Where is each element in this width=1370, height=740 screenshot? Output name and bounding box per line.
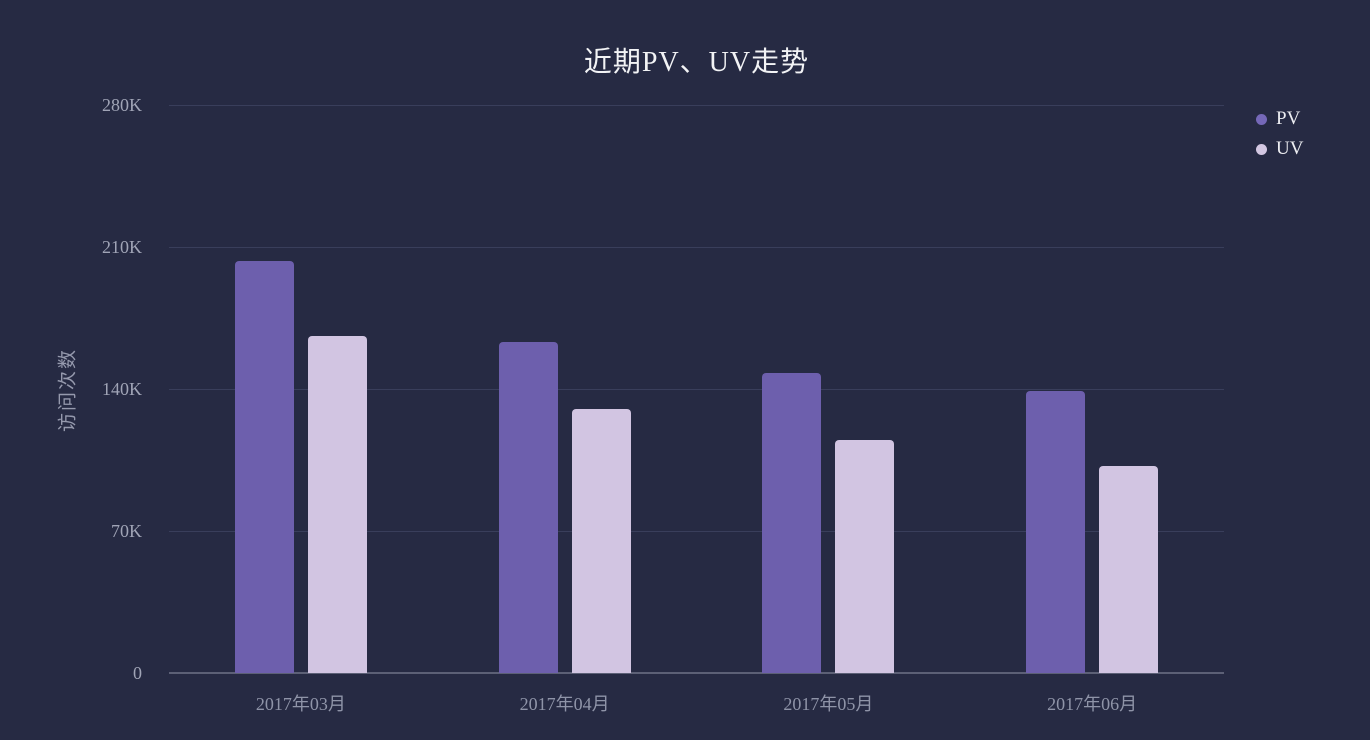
legend: PV UV	[1256, 104, 1303, 164]
x-axis-line	[169, 672, 1224, 674]
bar-pv-2017年04月[interactable]	[498, 342, 558, 673]
bar-uv-2017年05月[interactable]	[835, 439, 895, 673]
legend-dot-icon	[1256, 113, 1267, 125]
gridline	[169, 388, 1224, 390]
bar-pv-2017年03月[interactable]	[234, 261, 294, 673]
y-axis-tick-label: 70K	[111, 521, 142, 541]
x-axis-tick-label: 2017年06月	[1047, 694, 1138, 714]
legend-label: PV	[1276, 108, 1301, 129]
y-axis-tick-label: 210K	[102, 237, 142, 257]
y-axis-tick-label: 140K	[102, 379, 142, 399]
x-axis-tick-label: 2017年03月	[255, 694, 346, 714]
legend-item-uv[interactable]: UV	[1256, 134, 1303, 164]
bar-pv-2017年06月[interactable]	[1026, 391, 1086, 673]
legend-label: UV	[1276, 138, 1304, 159]
gridline	[169, 530, 1224, 532]
chart-title: 近期PV、UV走势	[583, 47, 810, 78]
legend-item-pv[interactable]: PV	[1256, 104, 1303, 134]
gridline	[169, 246, 1224, 248]
x-axis-tick-label: 2017年05月	[783, 694, 874, 714]
x-axis-tick-label: 2017年04月	[519, 694, 610, 714]
legend-dot-icon	[1256, 143, 1267, 155]
bar-pv-2017年05月[interactable]	[762, 372, 822, 673]
bar-uv-2017年03月[interactable]	[307, 336, 367, 673]
y-axis-tick-label: 280K	[102, 95, 142, 115]
bar-uv-2017年04月[interactable]	[571, 409, 631, 673]
bar-uv-2017年06月[interactable]	[1099, 466, 1159, 673]
gridline	[169, 104, 1224, 106]
y-axis-tick-label: 0	[133, 663, 142, 683]
